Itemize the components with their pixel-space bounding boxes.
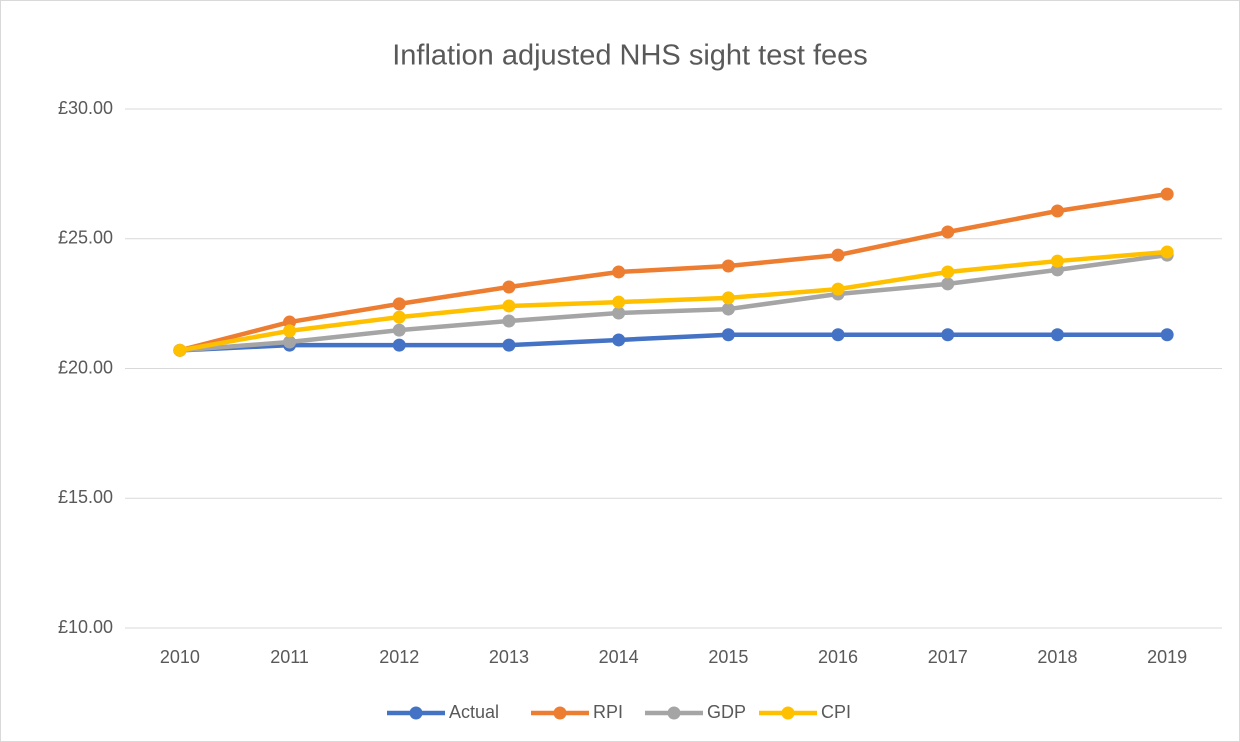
legend-marker — [553, 706, 567, 720]
data-point — [941, 225, 955, 239]
data-point — [831, 328, 845, 342]
data-point — [283, 324, 297, 338]
data-point — [612, 333, 626, 347]
data-point — [1160, 328, 1174, 342]
data-point — [721, 291, 735, 305]
legend-marker — [409, 706, 423, 720]
data-point — [721, 259, 735, 273]
data-point — [941, 277, 955, 291]
data-point — [283, 335, 297, 349]
data-point — [502, 338, 516, 352]
y-tick-label: £10.00 — [58, 617, 113, 637]
data-point — [502, 314, 516, 328]
data-point — [941, 265, 955, 279]
data-point — [831, 282, 845, 296]
data-point — [941, 328, 955, 342]
legend-marker — [667, 706, 681, 720]
data-point — [502, 299, 516, 313]
x-tick-label: 2011 — [270, 647, 309, 667]
data-point — [1050, 204, 1064, 218]
legend-marker — [781, 706, 795, 720]
series-line — [179, 249, 1168, 353]
data-point — [392, 297, 406, 311]
x-tick-label: 2013 — [489, 647, 529, 667]
series-line — [179, 252, 1168, 353]
data-point — [392, 338, 406, 352]
chart-title: Inflation adjusted NHS sight test fees — [392, 40, 868, 72]
data-point — [502, 280, 516, 294]
x-tick-label: 2017 — [928, 647, 968, 667]
data-point — [721, 328, 735, 342]
y-tick-label: £15.00 — [58, 487, 113, 507]
data-point — [612, 265, 626, 279]
x-tick-label: 2019 — [1147, 647, 1187, 667]
x-tick-label: 2015 — [708, 647, 748, 667]
legend-label: Actual — [449, 702, 499, 722]
data-point — [721, 302, 735, 316]
data-point — [1050, 254, 1064, 268]
y-tick-label: £20.00 — [58, 357, 113, 377]
data-point — [1050, 328, 1064, 342]
series-line — [179, 191, 1168, 353]
x-tick-label: 2016 — [818, 647, 858, 667]
x-tick-label: 2018 — [1037, 647, 1077, 667]
legend-label: CPI — [821, 702, 851, 722]
y-tick-label: £25.00 — [58, 228, 113, 248]
x-tick-label: 2010 — [160, 647, 200, 667]
y-tick-label: £30.00 — [58, 98, 113, 118]
x-tick-label: 2014 — [599, 647, 639, 667]
data-point — [392, 310, 406, 324]
data-point — [831, 248, 845, 262]
data-point — [612, 306, 626, 320]
data-point — [1160, 245, 1174, 259]
data-point — [173, 343, 187, 357]
data-point — [392, 323, 406, 337]
legend-label: RPI — [593, 702, 623, 722]
data-point — [612, 295, 626, 309]
legend-label: GDP — [707, 702, 746, 722]
series-line — [179, 332, 1168, 353]
x-tick-label: 2012 — [379, 647, 419, 667]
data-point — [1160, 187, 1174, 201]
